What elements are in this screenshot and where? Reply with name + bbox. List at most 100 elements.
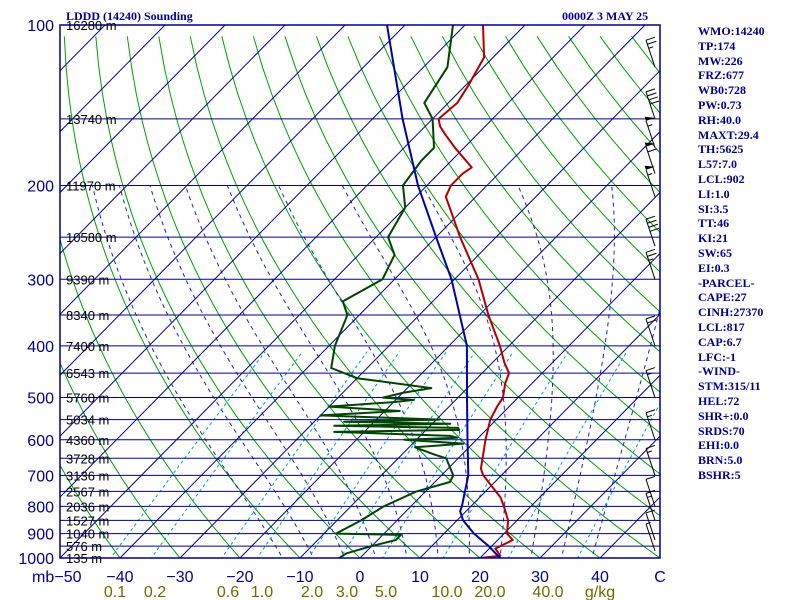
- height-label: 5760 m: [66, 391, 109, 406]
- isotherm: [179, 69, 660, 558]
- temperature-tick-label: −40: [106, 569, 133, 586]
- isotherm: [60, 25, 406, 376]
- dry-adiabat: [284, 36, 660, 517]
- index-item: TT:46: [698, 216, 730, 231]
- temperature-tick-label: 20: [471, 569, 489, 586]
- index-item: LCL:902: [698, 171, 745, 186]
- index-item: BRN:5.0: [698, 453, 743, 468]
- index-item: EHI:0.0: [698, 438, 740, 453]
- pressure-tick-label: 700: [27, 468, 54, 485]
- temperature-curve: [437, 25, 514, 558]
- mixing-ratio-line: [507, 351, 628, 558]
- parcel-curve: [386, 25, 502, 558]
- index-item: HEL:72: [698, 393, 740, 408]
- pressure-tick-label: 500: [27, 391, 54, 408]
- dry-adiabat: [63, 36, 301, 558]
- temperature-tick-label: −20: [226, 569, 253, 586]
- height-label: 576 m: [66, 539, 102, 554]
- isotherm: [60, 25, 286, 255]
- dry-adiabat: [60, 361, 181, 558]
- moist-adiabat: [149, 185, 346, 558]
- moist-adiabat: [226, 185, 408, 558]
- mixing-ratio-line: [109, 351, 266, 558]
- temperature-tick-label: 0: [356, 569, 365, 586]
- height-label: 1040 m: [66, 527, 109, 542]
- mixing-ratio-label: 0.1: [104, 584, 126, 600]
- dry-adiabat: [441, 36, 660, 313]
- grid-lines: [60, 25, 660, 558]
- height-label: 6543 m: [66, 366, 109, 381]
- isotherm: [299, 191, 660, 558]
- wind-barb: [644, 116, 656, 148]
- temperature-tick-label: −30: [166, 569, 193, 586]
- temperature-tick-label: 10: [411, 569, 429, 586]
- dry-adiabat: [60, 464, 121, 558]
- index-item: EI:0.3: [698, 260, 730, 275]
- mixing-ratio-line: [150, 351, 304, 558]
- pressure-tick-label: 200: [27, 178, 54, 195]
- height-label: 11970 m: [66, 178, 116, 193]
- height-label: 2036 m: [66, 499, 109, 514]
- isotherm: [359, 252, 660, 558]
- temperature-tick-label: 40: [591, 569, 609, 586]
- dry-adiabat: [473, 36, 660, 273]
- index-item: SRDS:70: [698, 423, 745, 438]
- y-axis-unit: mb: [32, 569, 54, 586]
- moist-adiabat: [591, 306, 660, 558]
- pressure-tick-label: 900: [27, 527, 54, 544]
- mixing-ratio-line: [221, 351, 368, 558]
- chart-subtitle: 0000Z 3 MAY 25: [562, 9, 648, 23]
- sounding-indices-list: WMO:14240 TP:174 MW:226 FRZ:677 WB0:728 PW:0.…: [698, 24, 765, 483]
- isotherm: [539, 435, 660, 558]
- pressure-tick-label: 100: [27, 18, 54, 35]
- pressure-tick-label: 600: [27, 433, 54, 450]
- wind-barb: [645, 215, 660, 247]
- index-item: MAXT:29.4: [698, 127, 759, 142]
- mixing-ratio-label: 2.0: [301, 584, 323, 600]
- dry-adiabat: [378, 36, 660, 393]
- pressure-tick-label: 300: [27, 272, 54, 289]
- chart-title: LDDD (14240) Sounding: [66, 9, 193, 23]
- height-label: 3136 m: [66, 468, 109, 483]
- height-label: 2567 m: [66, 484, 109, 499]
- index-item: LCL:817: [698, 319, 745, 334]
- index-item: MW:226: [698, 53, 743, 68]
- wind-barb: [645, 36, 657, 68]
- index-item: L57:7.0: [698, 157, 737, 172]
- mixing-ratio-line: [442, 351, 569, 558]
- wind-barb: [644, 142, 657, 174]
- temperature-tick-label: −10: [286, 569, 313, 586]
- moist-adiabat: [560, 185, 615, 558]
- pressure-tick-label: 800: [27, 499, 54, 516]
- wind-barb: [645, 475, 656, 507]
- moist-adiabat: [184, 185, 377, 558]
- isotherm: [60, 25, 226, 194]
- height-label: 16280 m: [66, 18, 117, 33]
- height-label: 135 m: [66, 551, 102, 566]
- isotherm: [239, 130, 660, 558]
- dry-adiabat: [252, 36, 660, 558]
- isotherm: [479, 374, 660, 558]
- index-item: -WIND-: [698, 364, 740, 379]
- mixing-ratio-label: 0.6: [217, 584, 239, 600]
- dewpoint-curve: [319, 25, 465, 558]
- wind-barb: [645, 88, 660, 120]
- height-label: 1527 m: [66, 513, 109, 528]
- index-item: RH:40.0: [698, 112, 741, 127]
- index-item: BSHR:5: [698, 467, 741, 482]
- index-item: PW:0.73: [698, 97, 742, 112]
- isotherm: [119, 25, 646, 558]
- isotherm: [60, 25, 166, 133]
- moist-adiabat: [517, 185, 554, 558]
- wind-barb: [645, 248, 657, 280]
- dry-adiabat: [315, 36, 660, 475]
- temperature-tick-label: 30: [531, 569, 549, 586]
- isotherm: [60, 25, 586, 558]
- temperature-tick-label: −50: [54, 569, 81, 586]
- isotherm: [419, 313, 660, 558]
- mixing-ratio-label: 10.0: [431, 584, 462, 600]
- index-item: FRZ:677: [698, 68, 744, 83]
- index-item: CAPE:27: [698, 290, 747, 305]
- index-item: CINH:27370: [698, 305, 764, 320]
